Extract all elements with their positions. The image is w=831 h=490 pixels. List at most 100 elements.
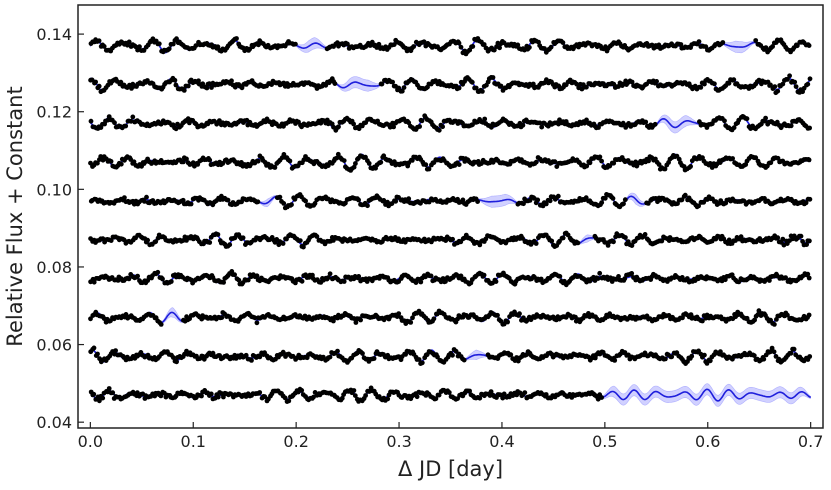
data-point (775, 88, 781, 94)
data-point (351, 164, 357, 170)
data-point (280, 241, 286, 246)
data-point (772, 322, 777, 327)
data-point (219, 315, 225, 320)
data-point (299, 278, 305, 284)
data-point (467, 388, 472, 394)
data-point (611, 239, 616, 245)
data-point (156, 41, 162, 47)
data-point (783, 275, 788, 280)
data-point (688, 312, 694, 317)
data-point (652, 121, 658, 127)
data-point (236, 277, 242, 283)
data-point (543, 392, 549, 397)
data-point (587, 160, 593, 166)
data-point (101, 44, 107, 49)
data-point (557, 274, 563, 279)
data-point (208, 391, 214, 397)
data-point (696, 39, 702, 44)
data-point (763, 115, 768, 121)
data-point (629, 243, 635, 249)
data-point (312, 201, 318, 206)
data-point (207, 157, 213, 163)
data-point (314, 234, 320, 239)
data-point (369, 39, 375, 45)
data-point (365, 203, 370, 209)
data-point (356, 197, 361, 203)
x-tick-label: 0.2 (283, 432, 308, 451)
data-point (96, 83, 102, 89)
data-point (775, 155, 781, 161)
data-point (788, 123, 794, 129)
data-point (806, 157, 812, 163)
data-point (458, 273, 464, 279)
data-point (573, 314, 578, 320)
x-tick-label: 0.3 (386, 432, 411, 451)
data-point (168, 279, 174, 284)
data-point (698, 85, 704, 90)
data-point (450, 236, 455, 242)
data-point (780, 236, 786, 242)
data-point (730, 156, 735, 161)
x-tick-label: 0.7 (798, 432, 823, 451)
data-point (539, 124, 545, 130)
data-point (767, 278, 772, 283)
data-point (616, 84, 621, 89)
data-point (629, 271, 635, 276)
data-point (768, 160, 774, 166)
y-tick-label: 0.14 (36, 25, 72, 44)
data-point (769, 345, 775, 351)
data-point (184, 156, 189, 162)
data-point (460, 197, 466, 203)
data-point (281, 201, 287, 206)
data-points (88, 36, 813, 404)
data-point (501, 391, 507, 397)
data-point (803, 200, 809, 206)
data-point (170, 355, 176, 360)
data-point (335, 348, 340, 354)
data-point (225, 197, 231, 203)
data-point (456, 40, 462, 46)
data-point (334, 155, 340, 161)
data-point (158, 322, 164, 327)
data-point (145, 237, 151, 243)
data-point (497, 45, 502, 51)
y-tick-label: 0.04 (36, 413, 72, 432)
data-point (599, 158, 604, 164)
data-point (744, 116, 750, 122)
data-point (390, 79, 395, 85)
data-point (411, 44, 417, 49)
data-point (185, 83, 191, 89)
data-point (751, 353, 757, 358)
data-point (91, 345, 97, 351)
data-point (744, 315, 750, 321)
data-point (458, 44, 464, 50)
data-point (456, 85, 462, 91)
data-point (207, 240, 213, 245)
data-point (91, 391, 97, 397)
data-point (215, 394, 221, 400)
data-point (100, 395, 106, 401)
data-point (353, 320, 359, 325)
data-point (597, 154, 603, 160)
data-point (456, 162, 462, 168)
data-point (662, 166, 668, 172)
data-point (166, 46, 172, 52)
data-point (416, 357, 422, 362)
data-point (135, 390, 140, 396)
data-point (804, 242, 809, 248)
data-point (421, 39, 427, 45)
data-point (173, 82, 179, 88)
data-point (144, 194, 149, 200)
data-point (527, 45, 532, 50)
data-point (227, 242, 233, 248)
data-point (549, 238, 555, 244)
data-point (807, 125, 812, 131)
data-point (520, 122, 526, 128)
data-point (574, 81, 580, 87)
data-point (262, 394, 268, 400)
data-point (341, 158, 347, 164)
data-point (417, 124, 422, 129)
data-point (170, 41, 176, 47)
data-point (475, 199, 480, 205)
data-point (142, 199, 147, 204)
